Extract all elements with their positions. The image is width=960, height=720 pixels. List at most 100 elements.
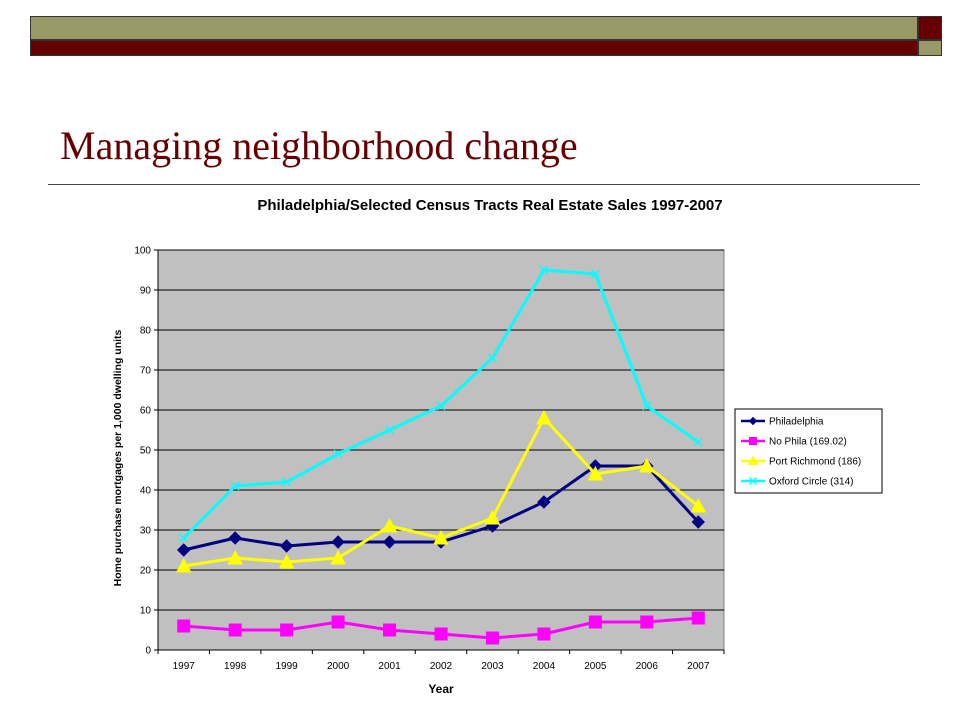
x-tick-label: 1999 [276,661,299,672]
y-tick-label: 20 [140,566,152,577]
marker-stroke [642,401,652,411]
title-divider [48,184,920,185]
data-point [382,535,397,549]
data-point [227,549,244,565]
x-tick-label: 2001 [378,661,401,672]
legend-marker [749,437,757,445]
data-point [587,465,604,481]
series-3 [179,265,703,543]
legend-marker [748,416,758,426]
data-point [385,425,395,435]
data-point [383,623,397,637]
data-point [228,623,242,637]
legend-entry: Oxford Circle (314) [741,477,853,488]
data-point [484,509,501,525]
y-tick-label: 100 [134,246,151,257]
marker-stroke [179,533,189,543]
chart-title: Philadelphia/Selected Census Tracts Real… [257,197,722,214]
data-point [537,495,551,509]
data-point [691,611,705,625]
data-point [485,631,499,645]
data-point [537,627,551,641]
legend-label: No Phila (169.02) [769,437,847,448]
data-point [693,437,703,447]
legend: Philadelphia No Phila (169.02) Port Richmo… [734,408,883,494]
data-point [177,619,191,633]
header-band-maroon [30,40,918,56]
data-point [434,627,448,641]
data-point [588,615,602,629]
data-point [282,477,292,487]
marker-stroke [590,269,600,279]
data-point [279,539,294,553]
marker-stroke [230,481,240,491]
marker-stroke [282,477,292,487]
series-1 [177,611,705,645]
data-point [691,515,705,529]
y-axis-label: Home purchase mortgages per 1,000 dwelli… [112,329,124,586]
y-tick-label: 60 [140,406,152,417]
legend-label: Philadelphia [769,417,824,428]
data-point [590,269,600,279]
legend-entry: Philadelphia [741,417,824,428]
x-tick-label: 1998 [224,661,247,672]
x-tick-label: 2007 [687,661,710,672]
data-point [333,449,343,459]
y-tick-label: 50 [140,446,152,457]
series-2 [175,409,707,573]
data-point [179,533,189,543]
data-point [331,535,345,549]
data-point [690,497,707,513]
marker-stroke [748,476,758,486]
x-tick-label: 2004 [533,661,556,672]
x-tick-label: 2002 [430,661,453,672]
x-tick-label: 2000 [327,661,350,672]
y-tick-label: 0 [145,646,151,657]
marker-stroke [693,437,703,447]
data-point [642,401,652,411]
data-point [177,543,191,557]
marker-stroke [333,449,343,459]
y-tick-label: 80 [140,326,152,337]
y-tick-label: 40 [140,486,152,497]
header-band-olive [30,16,918,40]
series-layer [175,265,707,645]
data-point [433,529,449,545]
x-axis-label: Year [428,682,454,696]
data-point [436,401,446,411]
legend-marker [747,455,759,465]
legend-marker [748,476,758,486]
legend-label: Port Richmond (186) [769,457,861,468]
data-point [330,549,346,565]
x-tick-label: 1997 [173,661,196,672]
data-point [278,553,295,569]
data-point [280,623,294,637]
x-tick-label: 2003 [481,661,504,672]
header-square-maroon [918,16,942,40]
x-tick-label: 2005 [584,661,607,672]
data-point [638,457,655,473]
marker-stroke [487,353,497,363]
y-tick-label: 10 [140,606,152,617]
data-point [381,517,398,533]
y-axis-ticks: 0 10 20 30 40 50 60 70 80 90 100 [134,246,158,657]
gridlines [157,249,724,651]
y-tick-label: 90 [140,286,152,297]
data-point [539,265,549,275]
x-axis-ticks: 1997 1998 1999 2000 2001 2002 2003 2004 2005 2006… [157,650,725,672]
y-tick-label: 70 [140,366,152,377]
marker-stroke [539,265,549,275]
data-point [175,557,192,573]
data-point [230,481,240,491]
legend-entry: No Phila (169.02) [741,437,847,448]
marker-stroke [436,401,446,411]
header-square-olive [918,40,942,56]
data-point [640,615,654,629]
y-tick-label: 30 [140,526,152,537]
marker-stroke [385,425,395,435]
x-tick-label: 2006 [636,661,659,672]
data-point [487,353,497,363]
data-point [536,409,552,425]
legend-label: Oxford Circle (314) [769,477,853,488]
